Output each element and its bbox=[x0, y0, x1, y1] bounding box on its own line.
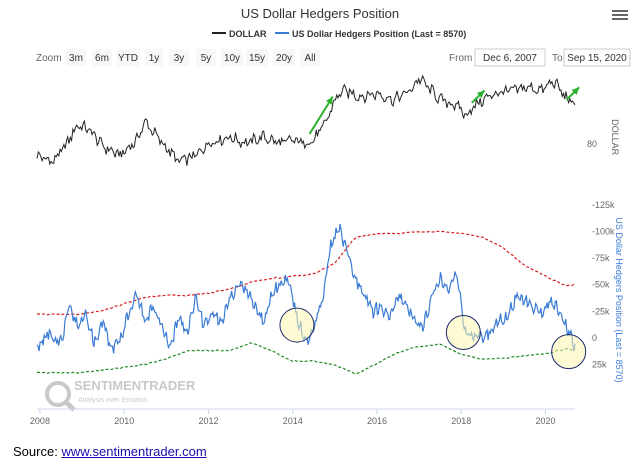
x-tick-label-2020: 2020 bbox=[535, 416, 555, 426]
lower-tick-label-3: -50k bbox=[592, 280, 610, 290]
legend-label-dollar[interactable]: DOLLAR bbox=[229, 29, 267, 39]
legend-label-hedgers[interactable]: US Dollar Hedgers Position (Last = 8570) bbox=[292, 29, 466, 39]
lower-tick-label-6: 25k bbox=[592, 359, 607, 369]
highlight-circle-2 bbox=[445, 315, 481, 350]
source-label: Source: bbox=[13, 444, 58, 459]
chart-menu-icon[interactable] bbox=[612, 8, 628, 22]
watermark-tagline: Analysis over Emotion bbox=[78, 397, 147, 404]
source-link[interactable]: www.sentimentrader.com bbox=[61, 444, 207, 459]
zoom-button-label-3m[interactable]: 3m bbox=[69, 53, 83, 64]
range-from-value[interactable]: Dec 6, 2007 bbox=[483, 53, 537, 64]
highlight-circle-1 bbox=[279, 307, 315, 343]
lower-tick-label-2: -75k bbox=[592, 253, 610, 263]
zoom-button-20y[interactable] bbox=[273, 49, 295, 66]
zoom-button-10y[interactable] bbox=[221, 49, 243, 66]
zoom-button-5y[interactable] bbox=[196, 49, 216, 66]
zoom-label: Zoom bbox=[36, 53, 62, 64]
range-to-label: To bbox=[552, 53, 563, 64]
x-tick-label-2012: 2012 bbox=[198, 416, 218, 426]
lower-tick-label-5: 0 bbox=[592, 333, 597, 343]
watermark-logo-icon bbox=[45, 381, 71, 407]
zoom-button-label-ytd[interactable]: YTD bbox=[118, 53, 138, 64]
dollar-series-line bbox=[36, 74, 576, 166]
zoom-button-ytd[interactable] bbox=[116, 49, 140, 66]
zoom-button-6m[interactable] bbox=[92, 49, 112, 66]
range-from-label: From bbox=[449, 53, 472, 64]
zoom-button-label-1y[interactable]: 1y bbox=[149, 53, 160, 64]
zoom-button-all[interactable] bbox=[300, 49, 320, 66]
zoom-button-label-10y[interactable]: 10y bbox=[224, 53, 240, 64]
zoom-button-label-all[interactable]: All bbox=[304, 53, 315, 64]
zoom-button-label-15y[interactable]: 15y bbox=[249, 53, 265, 64]
trend-arrow-head-1 bbox=[325, 96, 333, 105]
source-note: Source: www.sentimentrader.com bbox=[13, 444, 207, 459]
x-tick-label-2018: 2018 bbox=[451, 416, 471, 426]
lower-threshold-line bbox=[36, 342, 576, 375]
chart-title: US Dollar Hedgers Position bbox=[241, 6, 399, 21]
range-to-input[interactable] bbox=[563, 48, 631, 67]
x-tick-label-2014: 2014 bbox=[283, 416, 303, 426]
upper-axis-label: DOLLAR bbox=[610, 119, 620, 156]
upper-tick-label-80: 80 bbox=[587, 139, 597, 149]
zoom-button-label-3y[interactable]: 3y bbox=[174, 53, 185, 64]
lower-axis-label: US Dollar Hedgers Position (Last = 8570) bbox=[614, 217, 624, 382]
zoom-button-15y[interactable] bbox=[246, 49, 268, 66]
lower-tick-label-0: -125k bbox=[592, 200, 615, 210]
upper-threshold-line bbox=[36, 230, 576, 316]
range-from-input[interactable] bbox=[474, 48, 546, 67]
range-to-value[interactable]: Sep 15, 2020 bbox=[567, 53, 627, 64]
highlight-circle-3 bbox=[551, 334, 587, 370]
zoom-button-3m[interactable] bbox=[66, 49, 86, 66]
zoom-button-label-5y[interactable]: 5y bbox=[201, 53, 212, 64]
lower-tick-label-1: -100k bbox=[592, 227, 615, 237]
trend-arrow-1 bbox=[308, 96, 334, 135]
watermark-name: SENTIMENTRADER bbox=[74, 378, 196, 393]
x-tick-label-2008: 2008 bbox=[30, 416, 50, 426]
trend-arrow-head-3 bbox=[571, 87, 580, 95]
zoom-button-label-20y[interactable]: 20y bbox=[276, 53, 292, 64]
zoom-button-3y[interactable] bbox=[169, 49, 189, 66]
x-tick-label-2010: 2010 bbox=[114, 416, 134, 426]
lower-tick-label-4: -25k bbox=[592, 306, 610, 316]
zoom-button-label-6m[interactable]: 6m bbox=[95, 53, 109, 64]
zoom-button-1y[interactable] bbox=[145, 49, 163, 66]
x-tick-label-2016: 2016 bbox=[367, 416, 387, 426]
trend-arrow-head-2 bbox=[476, 90, 485, 98]
